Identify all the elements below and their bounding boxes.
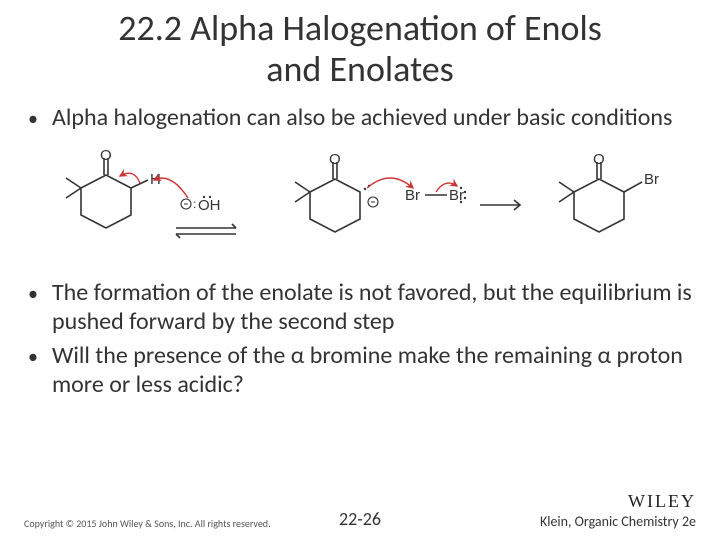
label-O-2: O bbox=[329, 151, 341, 168]
label-O-1: O bbox=[100, 150, 112, 164]
page-number: 22-26 bbox=[339, 508, 381, 530]
bullet-dot-icon: • bbox=[28, 345, 38, 369]
molecule-1: O H : OH bbox=[36, 150, 266, 260]
bullet-3: • Will the presence of the α bromine mak… bbox=[28, 341, 692, 400]
wiley-logo: WILEY bbox=[360, 491, 696, 512]
footer-right: WILEY Klein, Organic Chemistry 2e bbox=[360, 491, 696, 530]
molecule-2: O Br Br bbox=[275, 150, 525, 260]
slide-footer: Copyright © 2015 John Wiley & Sons, Inc.… bbox=[0, 491, 720, 530]
molecule-3: O Br bbox=[534, 150, 684, 260]
title-line-2: and Enolates bbox=[266, 47, 454, 91]
label-OH: OH bbox=[198, 197, 221, 214]
slide-title: 22.2 Alpha Halogenation of Enols and Eno… bbox=[0, 0, 720, 103]
svg-text::: : bbox=[193, 197, 196, 211]
bullet-1: • Alpha halogenation can also be achieve… bbox=[28, 103, 692, 132]
copyright-text: Copyright © 2015 John Wiley & Sons, Inc.… bbox=[24, 517, 360, 530]
label-Br2a: Br bbox=[405, 187, 420, 204]
reaction-diagram: O H : OH bbox=[28, 136, 692, 278]
bullet-2-text: The formation of the enolate is not favo… bbox=[52, 278, 692, 337]
bullet-3-text: Will the presence of the α bromine make … bbox=[52, 341, 692, 400]
bullet-1-text: Alpha halogenation can also be achieved … bbox=[52, 103, 692, 132]
bullet-dot-icon: • bbox=[28, 282, 38, 306]
slide-content: • Alpha halogenation can also be achieve… bbox=[0, 103, 720, 399]
label-Br-3: Br bbox=[644, 171, 659, 188]
title-line-1: 22.2 Alpha Halogenation of Enols bbox=[118, 6, 602, 50]
bullet-dot-icon: • bbox=[28, 107, 38, 131]
book-reference: Klein, Organic Chemistry 2e bbox=[360, 513, 696, 530]
bullet-2: • The formation of the enolate is not fa… bbox=[28, 278, 692, 337]
label-O-3: O bbox=[593, 151, 605, 168]
